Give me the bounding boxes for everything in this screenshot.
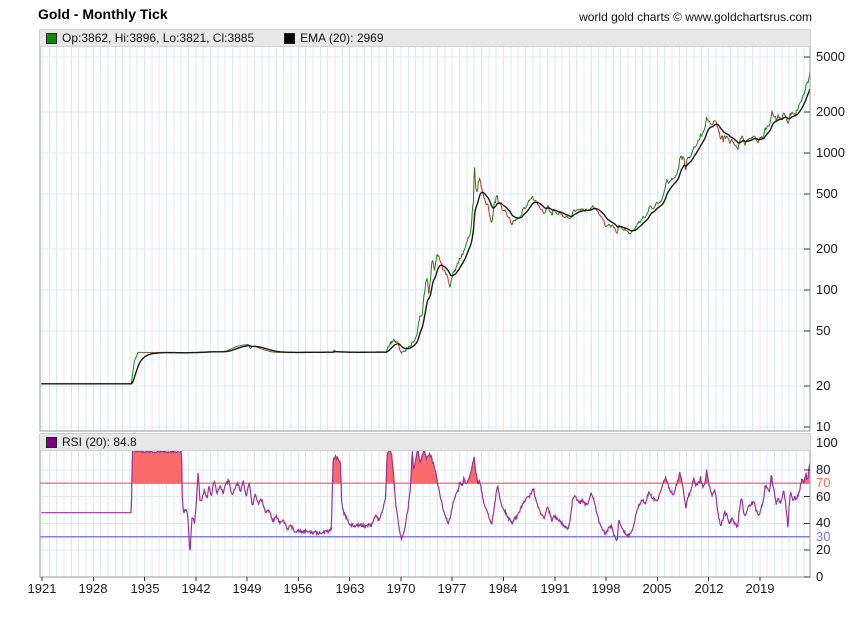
price-tick-1000: 1000	[816, 145, 845, 160]
ohlc-values-label: Op:3862, Hi:3896, Lo:3821, Cl:3885	[62, 31, 255, 45]
year-tick-1928: 1928	[78, 581, 108, 596]
rsi-swatch-icon	[46, 436, 57, 448]
rsi-tick-20: 20	[816, 542, 831, 557]
year-tick-2012: 2012	[694, 581, 724, 596]
price-tick-20: 20	[816, 378, 831, 393]
year-tick-1984: 1984	[488, 581, 518, 596]
ema-value-label: EMA (20): 2969	[300, 31, 384, 45]
rsi-tick-0: 0	[816, 569, 824, 584]
rsi-value-label: RSI (20): 84.8	[62, 435, 137, 449]
ema-swatch-icon	[284, 32, 296, 44]
price-tick-2000: 2000	[816, 104, 845, 119]
price-tick-200: 200	[816, 241, 838, 256]
ohlc-swatch-icon	[46, 32, 57, 44]
rsi-tick-40: 40	[816, 515, 831, 530]
price-tick-500: 500	[816, 186, 838, 201]
year-tick-1970: 1970	[386, 581, 416, 596]
year-tick-1956: 1956	[283, 581, 313, 596]
year-tick-1942: 1942	[181, 581, 211, 596]
rsi-tick-60: 60	[816, 489, 831, 504]
price-tick-10: 10	[816, 419, 831, 434]
year-tick-1935: 1935	[130, 581, 160, 596]
price-tick-50: 50	[816, 323, 831, 338]
price-tick-100: 100	[816, 282, 838, 297]
year-tick-1977: 1977	[437, 581, 467, 596]
year-tick-2019: 2019	[745, 581, 775, 596]
year-tick-1991: 1991	[540, 581, 570, 596]
rsi-tick-30: 30	[816, 529, 831, 544]
rsi-tick-80: 80	[816, 462, 831, 477]
price-tick-5000: 5000	[816, 49, 845, 64]
price-legend-bar: Op:3862, Hi:3896, Lo:3821, Cl:3885 EMA (…	[40, 30, 810, 47]
rsi-tick-100: 100	[816, 435, 838, 450]
year-tick-1963: 1963	[335, 581, 365, 596]
year-tick-1949: 1949	[232, 581, 262, 596]
rsi-legend-bar: RSI (20): 84.8	[40, 434, 810, 451]
chart-title: Gold - Monthly Tick	[38, 6, 168, 22]
rsi-tick-70: 70	[816, 475, 831, 490]
year-tick-1998: 1998	[591, 581, 621, 596]
year-tick-1921: 1921	[27, 581, 57, 596]
year-tick-2005: 2005	[642, 581, 672, 596]
copyright-text: world gold charts © www.goldchartsrus.co…	[579, 10, 812, 24]
